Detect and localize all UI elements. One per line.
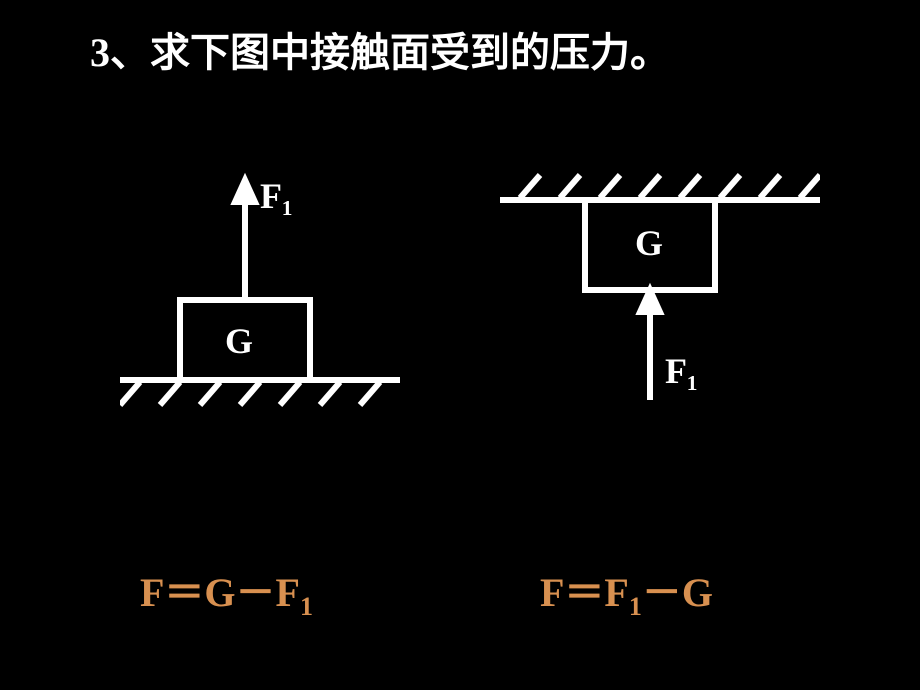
right-box-label: G	[635, 222, 663, 264]
right-diagram: G F₁	[500, 160, 820, 440]
right-diagram-svg	[500, 160, 820, 440]
left-formula: F＝G－F1	[140, 560, 313, 622]
left-box-label: G	[225, 320, 253, 362]
diagrams-wrapper: G F₁ G F₁	[0, 160, 920, 510]
left-force-label: F₁	[260, 175, 293, 217]
problem-title: 3、求下图中接触面受到的压力。	[90, 20, 670, 78]
left-diagram: G F₁	[120, 160, 400, 440]
right-force-label: F₁	[665, 350, 698, 392]
right-formula: F＝F1－G	[540, 560, 713, 622]
